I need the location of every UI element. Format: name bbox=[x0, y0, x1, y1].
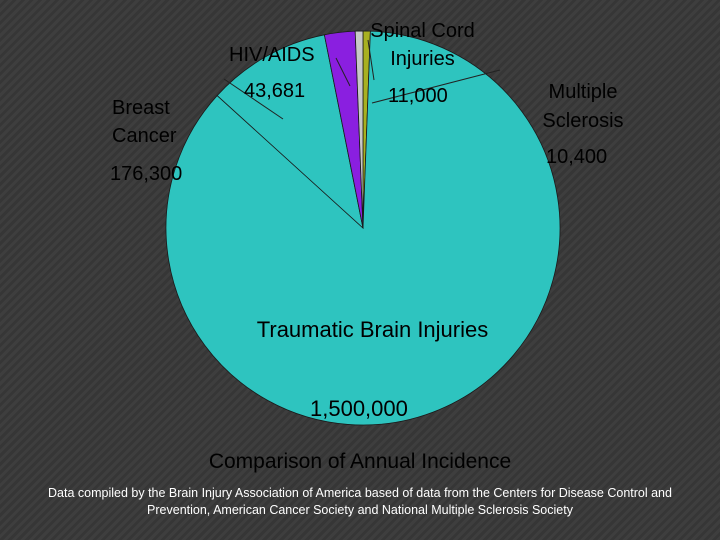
label-multiple-sclerosis: Multiple Sclerosis bbox=[542, 81, 624, 132]
slice-breast-cancer bbox=[216, 34, 364, 230]
value-breast-cancer: 176,300 bbox=[110, 163, 183, 185]
leader-line-hiv-top bbox=[335, 57, 351, 87]
value-traumatic-brain-injuries: 1,500,000 bbox=[310, 396, 408, 421]
leader-line-sci bbox=[367, 39, 375, 81]
label-traumatic-brain-injuries: Traumatic Brain Injuries bbox=[256, 317, 489, 342]
value-spinal-cord-injuries: 11,000 bbox=[388, 85, 448, 107]
value-multiple-sclerosis: 10,400 bbox=[546, 146, 608, 168]
label-hiv-aids: HIV/AIDS bbox=[229, 44, 315, 66]
leader-line-hiv bbox=[223, 78, 284, 120]
label-breast-cancer-name: Breast Cancer bbox=[112, 97, 177, 147]
value-hiv-aids: 43,681 bbox=[244, 80, 306, 102]
label-spinal-cord-injuries: Spinal Cord Injuries bbox=[370, 20, 475, 70]
chart-title: Comparison of Annual Incidence bbox=[208, 450, 512, 473]
label-breast-cancer: Breast Cancer bbox=[112, 94, 202, 150]
leader-line-ms bbox=[371, 69, 501, 104]
source-note: Data compiled by the Brain Injury Associ… bbox=[48, 486, 672, 517]
slice-spinal-cord-injuries bbox=[354, 30, 364, 229]
